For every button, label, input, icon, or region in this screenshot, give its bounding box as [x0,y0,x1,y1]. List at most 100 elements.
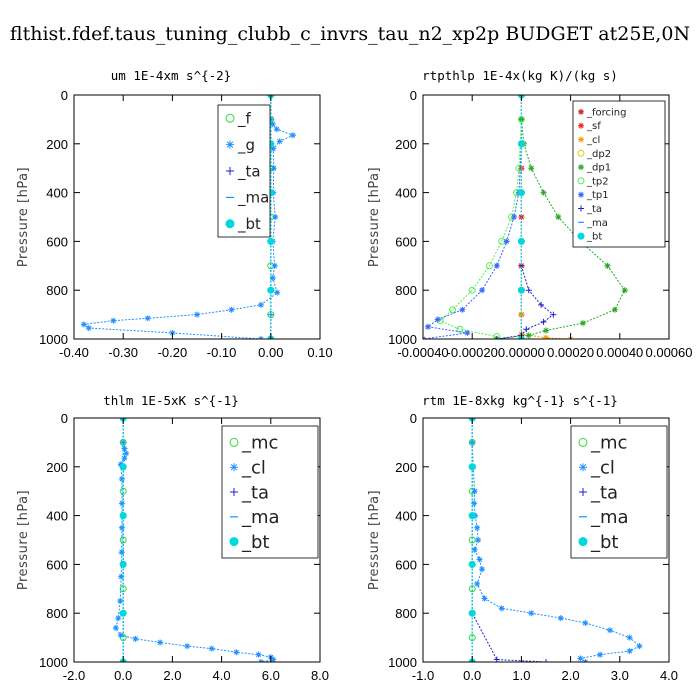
x-tick-label: 1.0 [512,668,530,683]
x-tick-label: 8.0 [311,668,329,683]
data-point-tp2 [515,164,523,172]
data-point-dp1 [528,165,535,172]
data-point-cl [118,500,125,507]
legend-marker [578,164,584,171]
y-tick-label: 800 [46,283,68,298]
data-point-mc [119,585,127,593]
y-tick-label: 1000 [388,332,417,347]
data-point-cl [577,655,584,662]
data-point-cl [118,524,125,531]
data-point-g [144,315,151,322]
data-point-cl [476,556,483,563]
y-tick-label: 800 [46,606,68,621]
data-point-cl [157,639,164,646]
data-point-cl [112,624,119,631]
plot-frame [422,94,670,340]
x-tick-label: 0.00 [258,345,283,360]
legend: _mc _cl _ta _ma _bt [570,425,668,559]
data-point-g [269,275,276,281]
data-point-bt [119,512,127,520]
data-point-cl [498,605,505,612]
plot-frame [73,94,321,340]
data-point-g [270,145,277,152]
data-point-cl [606,627,613,634]
x-tick-label: -0.00020 [447,345,498,360]
data-point-bt [517,140,525,148]
x-tick-label: 2.0 [562,668,580,683]
data-point-bt [517,237,525,245]
y-axis-label: Pressure [hPa] [16,167,31,267]
y-tick-label: 600 [46,234,68,249]
panel-title: um 1E-4xm s^{-2} [111,68,231,83]
legend-label: _forcing [586,107,627,118]
data-point-g [110,317,117,324]
y-tick-label: 0 [61,411,68,426]
legend-label: _bt [590,532,618,553]
legend-marker [578,205,584,212]
data-point-g [85,325,92,332]
data-point-cl [474,524,481,531]
y-tick-label: 1000 [39,332,68,347]
x-tick-label: -0.30 [108,345,138,360]
series-layer [112,418,277,662]
y-axis-label: Pressure [hPa] [367,167,382,267]
legend-label: _sf [586,121,601,132]
legend-label: _bt [241,532,269,553]
data-point-cl [481,595,488,602]
data-point-bt [468,512,476,520]
legend-label: _tp1 [586,190,609,201]
data-point-bt [267,237,275,245]
plot-area: -0.40 -0.30 -0.20 -0.10 0.00 0.10 0 200 400 600 80… [39,88,333,360]
legend-label: _ta [586,204,602,215]
y-tick-label: 0 [61,88,68,103]
x-tick-label: -0.10 [207,345,237,360]
panel-thlm: thlm 1E-5xK s^{-1} Pressure [hPa] -2.0 0.… [16,393,329,683]
y-tick-label: 200 [395,460,417,475]
series-line-tp2 [439,119,522,338]
panel-title: rtm 1E-8xkg kg^{-1} s^{-1} [422,393,618,408]
legend-marker [230,488,238,496]
data-point-ta [550,311,557,318]
data-point-g [274,289,281,296]
legend-label: _bt [237,215,261,234]
legend-label: _tp2 [586,176,609,187]
x-tick-label: 4.0 [213,668,231,683]
panel-title: thlm 1E-5xK s^{-1} [103,393,238,408]
data-point-cl [120,439,127,446]
legend-label: _cl [586,135,600,146]
legend-marker [226,167,234,175]
legend: _mc _cl _ta _ma _bt [221,425,319,559]
data-point-g [289,132,296,139]
data-point-cl [184,643,191,650]
legend-label: _ma [590,507,629,528]
data-point-ta [538,301,545,308]
legend-label: _g [237,136,255,155]
series-layer [80,95,296,339]
data-point-tp2 [485,262,493,270]
data-point-g [228,306,235,313]
y-tick-label: 600 [46,557,68,572]
data-point-g [267,116,274,123]
data-point-tp1 [493,262,500,269]
data-point-dp1 [555,214,562,220]
x-tick-label: 0.00020 [547,345,594,360]
data-point-cl [626,634,633,641]
legend-label: _cl [241,458,266,479]
data-point-cl [582,619,589,626]
plot-frame [422,417,670,663]
data-point-g [272,214,279,220]
x-tick-label: 4.0 [660,668,678,683]
plot-area: -0.00040-0.00020 0.00000 0.00020 0.00040 0.0… [388,88,692,360]
data-point-g [269,121,276,128]
legend-label: _dp1 [586,163,611,174]
data-point-cl [123,450,130,457]
x-tick-label: -1.0 [412,668,434,683]
series-line-g [82,119,295,339]
data-point-ta [523,326,530,333]
data-point-cl [636,643,643,650]
x-tick-label: -0.40 [59,345,89,360]
y-axis-label: Pressure [hPa] [367,490,382,590]
data-point-tp1 [503,238,510,245]
x-tick-label: -0.00040 [397,345,448,360]
data-point-g [257,301,264,308]
